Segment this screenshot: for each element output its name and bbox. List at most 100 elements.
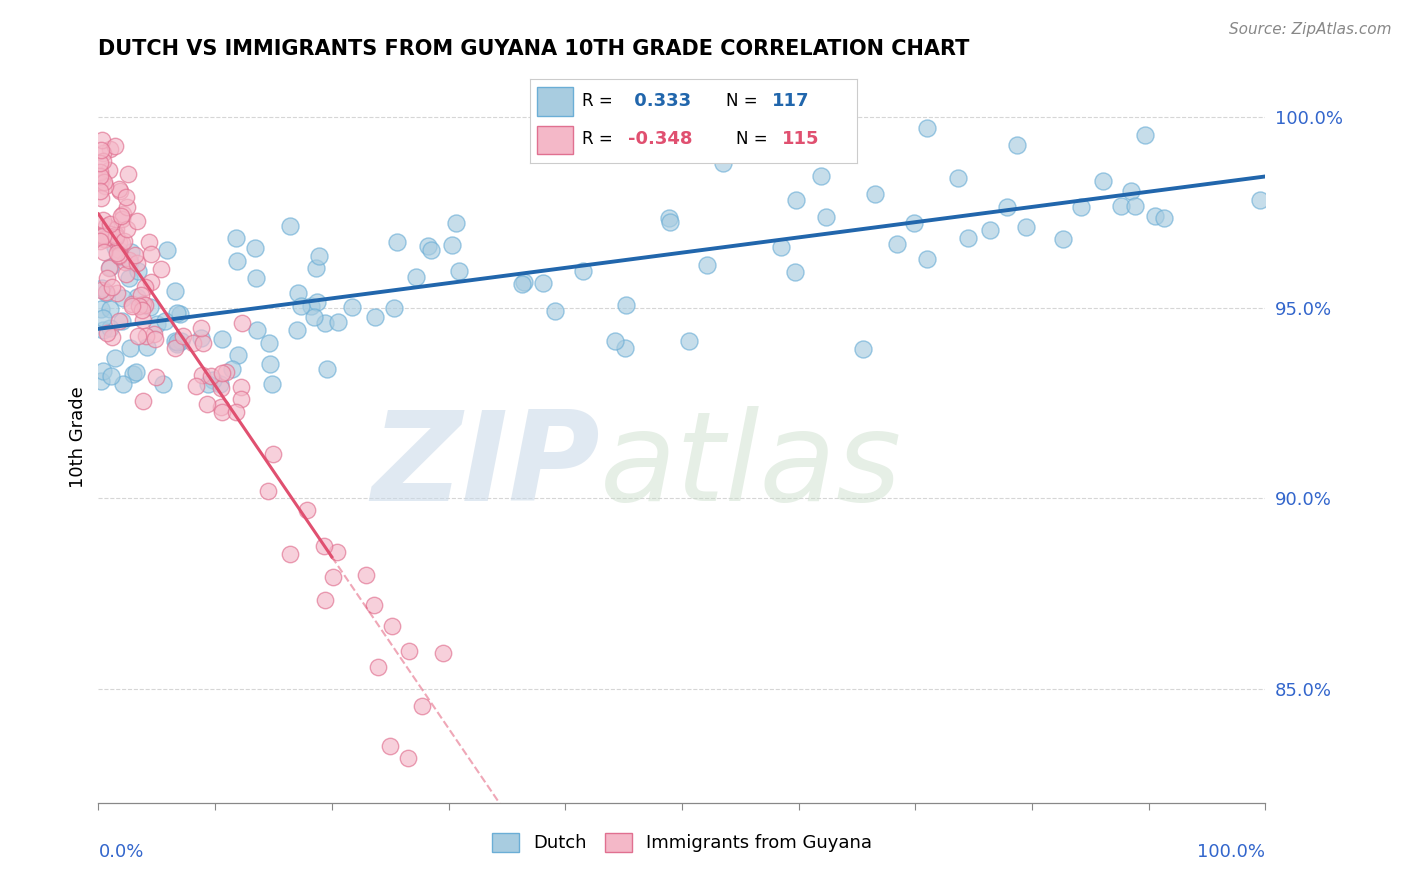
Point: [285, 323, 308, 337]
Point: [398, 644, 420, 658]
Point: [125, 256, 148, 270]
Point: [114, 255, 136, 269]
Point: [190, 321, 212, 335]
Text: R =: R =: [582, 93, 613, 111]
Point: [107, 250, 129, 264]
Point: [396, 751, 419, 765]
Point: [90, 230, 112, 244]
Point: [290, 299, 312, 313]
Point: [1015, 219, 1038, 234]
Point: [211, 366, 233, 380]
Point: [138, 235, 160, 250]
Point: [96, 270, 118, 285]
Point: [91, 310, 114, 325]
Point: [93, 227, 115, 242]
Point: [420, 243, 443, 257]
Point: [121, 299, 143, 313]
Point: [1052, 231, 1074, 245]
Point: [93, 244, 115, 259]
Point: [90, 191, 112, 205]
Point: [169, 307, 191, 321]
Point: [91, 281, 114, 295]
Point: [143, 332, 166, 346]
Text: 117: 117: [772, 93, 810, 111]
Point: [1249, 193, 1271, 207]
Point: [112, 376, 135, 391]
Point: [105, 285, 128, 300]
Point: [305, 294, 328, 309]
Point: [101, 280, 124, 294]
Point: [225, 231, 247, 245]
Point: [571, 264, 593, 278]
Point: [122, 367, 145, 381]
Point: [169, 334, 191, 348]
Point: [108, 235, 131, 249]
Point: [127, 264, 149, 278]
Point: [110, 236, 132, 251]
Point: [94, 179, 117, 194]
Point: [93, 232, 115, 246]
Point: [104, 240, 127, 254]
FancyBboxPatch shape: [537, 126, 572, 154]
Point: [297, 503, 319, 517]
Point: [108, 314, 131, 328]
Point: [209, 400, 232, 414]
Point: [96, 326, 118, 340]
Point: [614, 297, 637, 311]
Point: [1153, 211, 1175, 226]
Point: [328, 315, 350, 329]
Point: [152, 376, 174, 391]
Point: [98, 163, 121, 178]
Point: [1005, 137, 1028, 152]
Point: [89, 169, 111, 184]
Point: [131, 303, 153, 318]
Point: [181, 335, 204, 350]
Text: 0.0%: 0.0%: [98, 843, 143, 861]
Point: [696, 258, 718, 272]
Text: ZIP: ZIP: [371, 406, 600, 527]
Point: [120, 255, 142, 269]
Point: [380, 619, 402, 633]
Point: [215, 365, 238, 379]
Point: [128, 299, 150, 313]
Point: [101, 330, 124, 344]
Point: [814, 211, 837, 225]
Point: [326, 545, 349, 559]
Point: [416, 239, 439, 253]
Point: [308, 249, 330, 263]
Point: [172, 329, 194, 343]
Point: [108, 182, 131, 196]
Point: [200, 368, 222, 383]
Point: [97, 229, 120, 244]
Point: [107, 243, 129, 257]
Point: [367, 660, 389, 674]
Point: [278, 219, 301, 233]
Text: R =: R =: [582, 130, 613, 148]
Point: [510, 277, 533, 291]
Point: [139, 246, 162, 260]
Y-axis label: 10th Grade: 10th Grade: [69, 386, 87, 488]
Point: [363, 599, 385, 613]
FancyBboxPatch shape: [537, 87, 572, 116]
Point: [226, 348, 249, 362]
Point: [305, 260, 328, 275]
Point: [658, 215, 681, 229]
Point: [229, 392, 252, 407]
Point: [440, 238, 463, 252]
Point: [111, 212, 134, 227]
Point: [105, 246, 128, 260]
Point: [411, 698, 433, 713]
Point: [711, 156, 734, 170]
Point: [432, 646, 454, 660]
Point: [89, 185, 111, 199]
Point: [231, 317, 253, 331]
Point: [783, 265, 806, 279]
Point: [195, 397, 218, 411]
Point: [385, 235, 408, 249]
Point: [262, 376, 284, 391]
Point: [201, 373, 224, 387]
Point: [340, 300, 363, 314]
Point: [229, 379, 252, 393]
Point: [125, 214, 148, 228]
Text: 115: 115: [782, 130, 820, 148]
